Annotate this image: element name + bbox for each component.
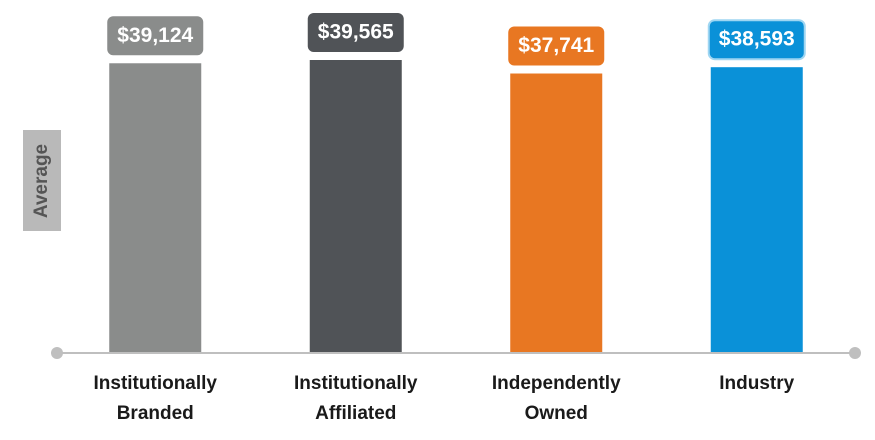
bar xyxy=(309,60,402,353)
value-label-text: $39,124 xyxy=(117,24,193,47)
bar xyxy=(510,73,603,354)
x-tick-label: Institutionally Affiliated xyxy=(294,373,418,424)
value-label-text: $37,741 xyxy=(518,34,594,57)
y-label-box xyxy=(23,130,61,231)
value-label-box xyxy=(707,19,806,61)
bar xyxy=(710,67,803,353)
value-label: $37,741 xyxy=(508,26,605,66)
value-label-box xyxy=(508,26,605,66)
value-label-box xyxy=(307,13,404,52)
value-label: $38,593 xyxy=(707,19,806,61)
baseline-end xyxy=(849,347,861,359)
value-label: $39,565 xyxy=(307,13,404,52)
value-label-box xyxy=(107,16,204,56)
value-label-text: $39,565 xyxy=(318,21,394,44)
baseline-end xyxy=(51,347,63,359)
value-label: $39,124 xyxy=(107,16,204,56)
bar xyxy=(109,63,202,354)
x-tick-label: Industry xyxy=(719,373,794,394)
x-tick-label: Institutionally Branded xyxy=(94,373,218,424)
y-axis-label: Average xyxy=(31,144,52,218)
value-label-text: $38,593 xyxy=(719,28,795,51)
x-tick-label: Independently Owned xyxy=(492,373,621,424)
